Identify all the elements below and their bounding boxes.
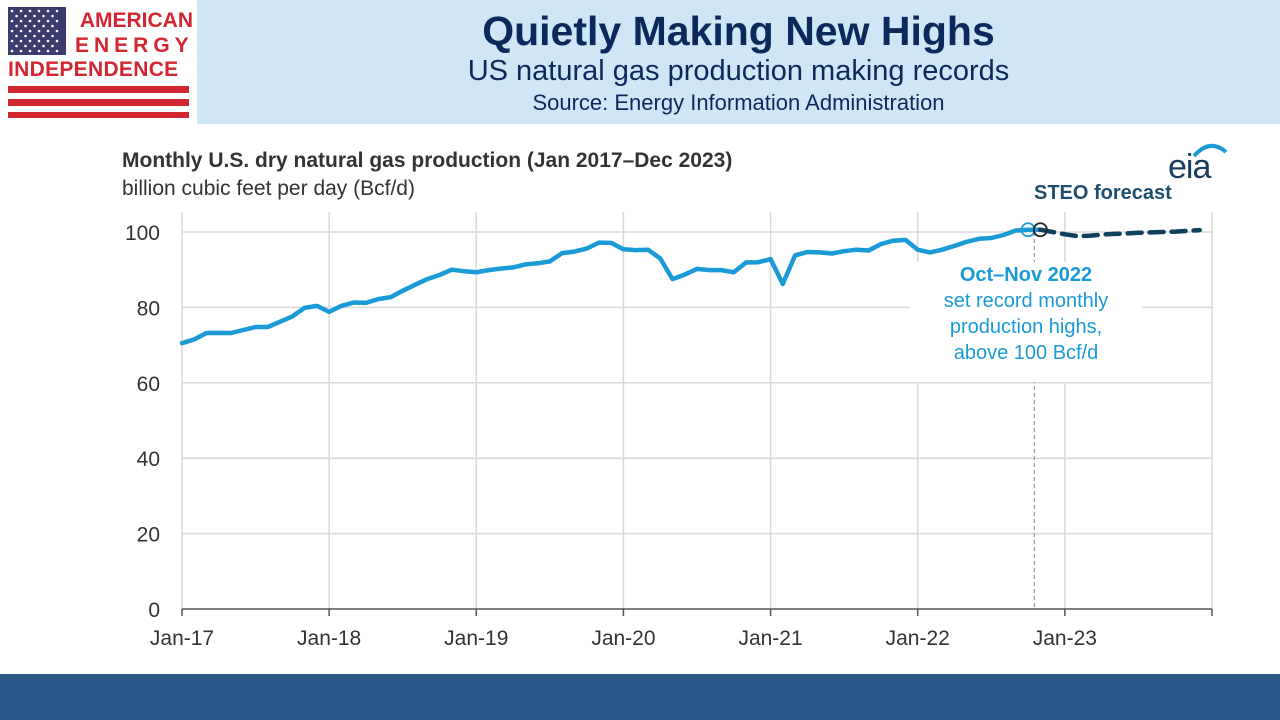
x-tick-label: Jan-17 [150,627,214,650]
y-tick-label: 0 [148,599,160,622]
y-tick-label: 20 [137,524,160,547]
x-tick-label: Jan-23 [1033,627,1097,650]
x-tick-label: Jan-22 [886,627,950,650]
x-tick-label: Jan-20 [591,627,655,650]
page-subtitle: US natural gas production making records [467,55,1010,87]
page-title: Quietly Making New Highs [482,8,995,54]
annotation-heading: Oct–Nov 2022 [959,264,1093,286]
x-tick-label: Jan-19 [444,627,508,650]
annotation-box: Oct–Nov 2022 set record monthly producti… [910,262,1142,382]
source-line: Source: Energy Information Administratio… [532,90,945,115]
forecast-label: STEO forecast [1034,182,1172,204]
annotation-line-3: above 100 Bcf/d [953,342,1099,364]
logo: AMERICAN ENERGY INDEPENDENCE [0,0,197,124]
header-band [197,0,1280,124]
x-tick-label: Jan-21 [738,627,802,650]
eia-logo: eia [1168,148,1211,186]
eia-swoosh-icon [1192,144,1228,158]
annotation-line-1: set record monthly [943,290,1109,312]
chart-y-unit: billion cubic feet per day (Bcf/d) [122,177,415,200]
logo-line-3: INDEPENDENCE [8,58,179,81]
bottom-bar [0,674,1280,720]
y-tick-label: 100 [125,222,160,245]
y-tick-label: 40 [137,448,160,471]
x-tick-label: Jan-18 [297,627,361,650]
y-tick-label: 80 [137,297,160,320]
us-flag-icon [8,7,189,118]
logo-line-2: ENERGY [75,34,194,57]
logo-line-1: AMERICAN [79,9,193,32]
y-tick-label: 60 [137,373,160,396]
forecast-series-line [1038,227,1202,239]
record-marker-nov [1032,222,1048,238]
historical-series-line [179,227,1043,346]
chart-title: Monthly U.S. dry natural gas production … [122,149,733,172]
annotation-line-2: production highs, [949,316,1103,338]
